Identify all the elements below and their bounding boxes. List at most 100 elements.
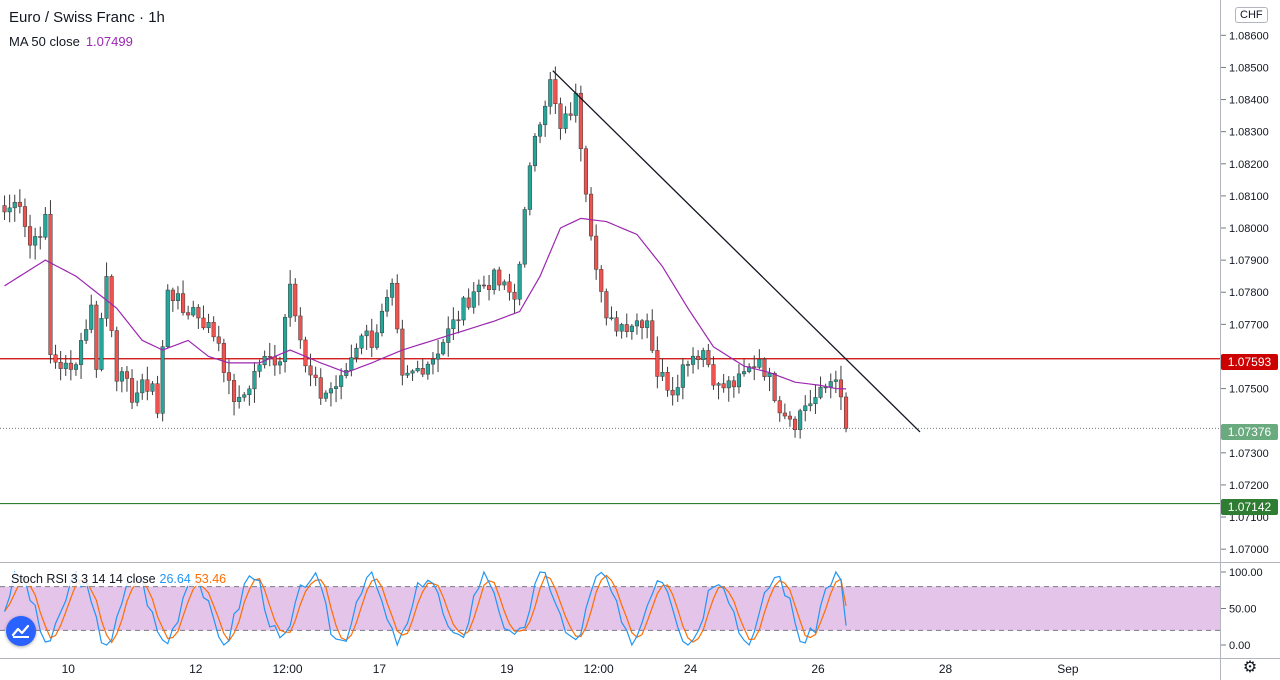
candle[interactable] xyxy=(532,133,538,172)
candle[interactable] xyxy=(140,373,145,400)
symbol-title[interactable]: Euro / Swiss Franc · 1h xyxy=(9,9,165,26)
candle[interactable] xyxy=(267,342,272,367)
candle[interactable] xyxy=(808,389,813,412)
candle[interactable] xyxy=(619,322,624,339)
candle[interactable] xyxy=(63,355,68,376)
candle[interactable] xyxy=(563,106,568,134)
stoch-k-line[interactable] xyxy=(3,570,847,647)
candle[interactable] xyxy=(145,366,150,401)
candle[interactable] xyxy=(150,381,155,396)
candle[interactable] xyxy=(527,162,532,216)
candle[interactable] xyxy=(430,352,435,375)
candle[interactable] xyxy=(604,288,609,326)
candle[interactable] xyxy=(12,194,17,222)
ma50-line[interactable] xyxy=(4,217,847,390)
candle[interactable] xyxy=(53,344,58,369)
candle[interactable] xyxy=(471,282,476,314)
candle[interactable] xyxy=(436,339,441,373)
candle[interactable] xyxy=(589,187,594,241)
candle[interactable] xyxy=(844,392,849,433)
candle[interactable] xyxy=(640,318,645,340)
candle[interactable] xyxy=(645,313,650,339)
candle[interactable] xyxy=(650,309,655,354)
ma-legend[interactable]: MA 50 close 1.07499 xyxy=(9,34,165,49)
candle[interactable] xyxy=(629,324,634,340)
candle[interactable] xyxy=(119,366,124,393)
candle[interactable] xyxy=(186,305,191,320)
candle[interactable] xyxy=(838,365,844,411)
candle[interactable] xyxy=(181,280,186,316)
candle[interactable] xyxy=(385,289,390,317)
candle[interactable] xyxy=(466,288,471,310)
candle[interactable] xyxy=(558,97,563,140)
candle[interactable] xyxy=(818,376,823,400)
candle[interactable] xyxy=(114,326,119,392)
candle[interactable] xyxy=(160,339,165,422)
candle[interactable] xyxy=(339,368,344,400)
candle[interactable] xyxy=(777,396,782,422)
candle[interactable] xyxy=(369,318,374,358)
candle[interactable] xyxy=(298,307,303,349)
candle[interactable] xyxy=(425,361,430,380)
candle[interactable] xyxy=(747,363,752,374)
candle[interactable] xyxy=(374,324,379,350)
candle[interactable] xyxy=(553,66,558,115)
candle[interactable] xyxy=(573,83,578,123)
candle[interactable] xyxy=(420,358,425,378)
candle[interactable] xyxy=(334,375,339,403)
tradingview-logo-icon[interactable] xyxy=(6,616,36,646)
candle[interactable] xyxy=(716,381,721,400)
candle[interactable] xyxy=(782,403,787,420)
candle[interactable] xyxy=(288,270,293,327)
candle[interactable] xyxy=(303,336,308,373)
candle[interactable] xyxy=(328,382,333,407)
candle[interactable] xyxy=(833,370,838,394)
candle[interactable] xyxy=(170,287,175,312)
candle[interactable] xyxy=(803,395,808,422)
candle[interactable] xyxy=(762,357,767,381)
settings-gear-icon[interactable]: ⚙ xyxy=(1242,659,1258,676)
candle[interactable] xyxy=(165,284,170,349)
candle[interactable] xyxy=(507,273,512,301)
candle[interactable] xyxy=(594,224,599,280)
candle[interactable] xyxy=(512,283,517,313)
candle[interactable] xyxy=(670,376,675,406)
candle[interactable] xyxy=(364,324,369,351)
candle[interactable] xyxy=(624,313,629,338)
candle[interactable] xyxy=(568,102,573,121)
candle[interactable] xyxy=(614,311,619,337)
candle[interactable] xyxy=(379,303,384,337)
candle[interactable] xyxy=(262,350,267,369)
candle[interactable] xyxy=(211,316,216,342)
candle[interactable] xyxy=(206,313,211,334)
candle[interactable] xyxy=(696,350,701,370)
candle[interactable] xyxy=(685,360,691,377)
candle[interactable] xyxy=(79,332,84,379)
candle[interactable] xyxy=(609,306,614,321)
candle[interactable] xyxy=(104,262,109,327)
candle[interactable] xyxy=(548,71,553,115)
candle[interactable] xyxy=(191,300,196,318)
candle[interactable] xyxy=(283,313,288,373)
candle[interactable] xyxy=(247,385,252,406)
candle[interactable] xyxy=(451,307,456,341)
candle[interactable] xyxy=(216,325,221,352)
candle[interactable] xyxy=(517,261,522,306)
candle[interactable] xyxy=(798,408,803,439)
candle[interactable] xyxy=(390,278,395,306)
candle[interactable] xyxy=(226,359,231,395)
candle[interactable] xyxy=(135,380,140,407)
candle[interactable] xyxy=(99,312,104,372)
candle[interactable] xyxy=(767,367,772,392)
candle[interactable] xyxy=(318,368,323,405)
stoch-legend[interactable]: Stoch RSI 3 3 14 14 close 26.64 53.46 xyxy=(9,572,229,586)
candle[interactable] xyxy=(752,355,757,381)
candle[interactable] xyxy=(155,375,160,419)
candle[interactable] xyxy=(655,336,660,389)
trendline[interactable] xyxy=(552,70,921,433)
candle[interactable] xyxy=(415,360,420,373)
candle[interactable] xyxy=(84,319,89,345)
candle[interactable] xyxy=(7,194,12,223)
candle[interactable] xyxy=(583,145,589,203)
